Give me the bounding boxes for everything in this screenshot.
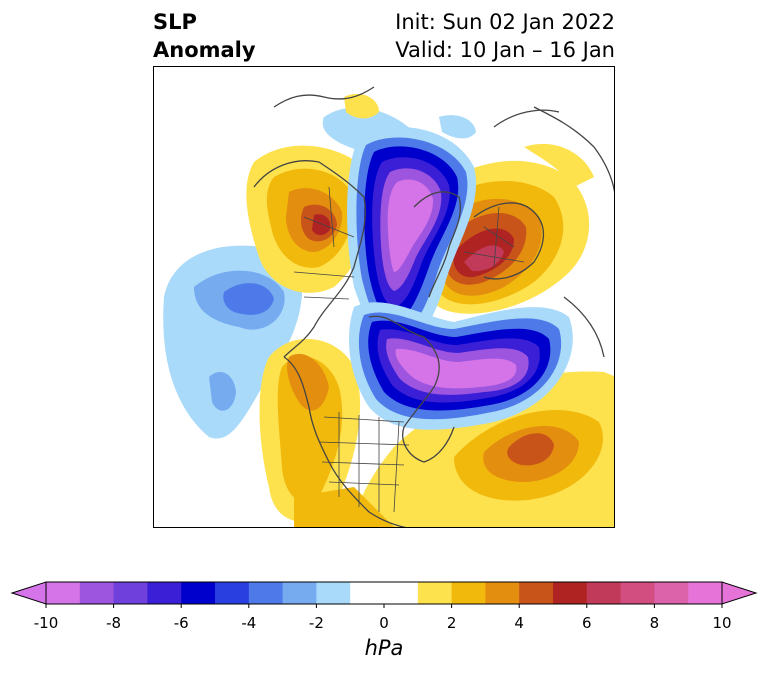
- colorbar-tick-label: -4: [241, 614, 257, 632]
- colorbar-segment: [688, 582, 723, 604]
- colorbar-tick-label: 8: [649, 614, 660, 632]
- colorbar-segment: [215, 582, 250, 604]
- title-variable-type: Anomaly: [153, 38, 256, 62]
- colorbar-segment: [485, 582, 520, 604]
- colorbar-tick-label: -10: [33, 614, 59, 632]
- colorbar-ticks: [45, 604, 723, 608]
- colorbar-segment: [417, 582, 453, 604]
- arctic-low: [347, 127, 477, 348]
- colorbar-segment: [282, 582, 317, 604]
- colorbar-tick-label: 10: [712, 614, 732, 632]
- colorbar-segment: [113, 582, 148, 604]
- state-borders: [293, 186, 525, 513]
- colorbar-segment: [181, 582, 216, 604]
- colorbar-segment: [586, 582, 622, 604]
- colorbar-segment: [654, 582, 689, 604]
- colorbar-segment: [620, 582, 655, 604]
- coastlines: [253, 86, 614, 527]
- valid-range: Valid: 10 Jan – 16 Jan: [395, 38, 615, 62]
- colorbar-segment: [46, 582, 81, 604]
- colorbar-tick-label: 4: [514, 614, 524, 632]
- colorbar-segment: [147, 582, 182, 604]
- colorbar-segments: [45, 581, 723, 605]
- colorbar-segment: [553, 582, 588, 604]
- colorbar-segment: [316, 582, 351, 604]
- colorbar-unit: hPa: [364, 636, 404, 660]
- atlantic-high: [294, 371, 614, 527]
- colorbar-segment: [384, 582, 419, 604]
- colorbar: [10, 581, 758, 608]
- colorbar-tick-label: 6: [582, 614, 592, 632]
- colorbar-tick-label: -6: [173, 614, 189, 632]
- colorbar-tick-label: 0: [379, 614, 389, 632]
- colorbar-lower-extension: [10, 581, 47, 605]
- colorbar-upper-extension: [721, 581, 758, 605]
- colorbar-tick-label: 2: [446, 614, 457, 632]
- colorbar-segment: [519, 582, 554, 604]
- map-title: SLP Anomaly: [153, 8, 256, 64]
- colorbar-segment: [350, 582, 385, 604]
- map-canvas: [163, 86, 614, 527]
- init-date: Init: Sun 02 Jan 2022: [395, 10, 615, 34]
- map-subtitle: Init: Sun 02 Jan 2022 Valid: 10 Jan – 16…: [395, 8, 615, 64]
- colorbar-segment: [248, 582, 284, 604]
- colorbar-segment: [79, 582, 115, 604]
- anomaly-map: [153, 66, 615, 528]
- colorbar-tick-label: -2: [308, 614, 324, 632]
- title-variable: SLP: [153, 10, 197, 34]
- colorbar-segment: [451, 582, 486, 604]
- western-us-high: [259, 338, 361, 522]
- colorbar-tick-label: -8: [106, 614, 122, 632]
- gulf-of-alaska-low: [163, 107, 476, 439]
- hudson-greenland-low: [349, 302, 573, 430]
